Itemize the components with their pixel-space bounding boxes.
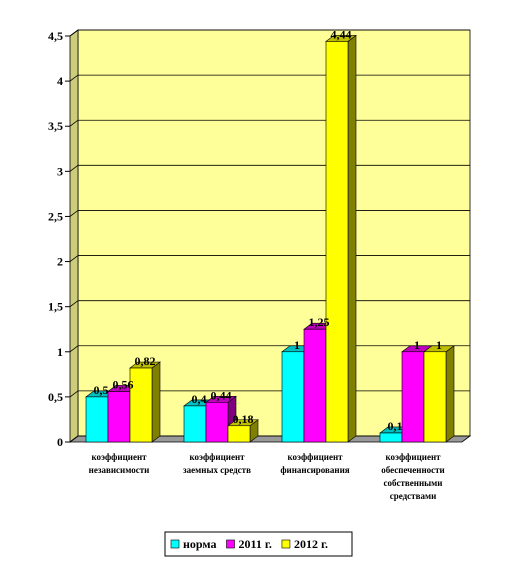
value-label: 4,44 <box>331 27 352 41</box>
legend-box <box>164 531 353 557</box>
bar <box>85 396 109 443</box>
value-label: 0,44 <box>211 388 232 402</box>
grid-line-side <box>69 210 79 217</box>
legend-swatch <box>226 539 235 549</box>
y-tick-label: 4 <box>57 74 63 88</box>
x-tick-label: коэффициент обеспеченности собственными сре… <box>381 452 444 501</box>
y-tick-label: 2 <box>57 255 63 269</box>
y-tick-label: 0 <box>57 435 63 449</box>
value-label: 0,82 <box>135 354 156 368</box>
value-label: 0,1 <box>388 419 403 433</box>
legend-label: 2011 г. <box>239 537 272 551</box>
bar <box>129 367 153 443</box>
value-label: 0,56 <box>113 377 134 391</box>
x-tick-line: независимости <box>89 465 150 475</box>
side-wall <box>69 29 79 443</box>
x-tick-line: средствами <box>390 491 437 501</box>
bar <box>205 402 229 443</box>
value-label: 0,18 <box>233 412 254 426</box>
x-tick-line: заемных средств <box>183 465 251 475</box>
x-tick-line: коэффициент <box>287 452 343 462</box>
legend-label: 2012 г. <box>294 537 328 551</box>
grid-line-side <box>69 345 79 353</box>
grid-line-side <box>69 74 79 82</box>
grid-line-side <box>69 390 79 398</box>
bar <box>325 41 349 443</box>
y-tick-label: 3,5 <box>48 119 63 133</box>
bar-side <box>151 361 161 443</box>
grid-line-side <box>69 300 79 307</box>
x-tick-line: финансирования <box>280 465 349 475</box>
grid-line-side <box>69 165 79 172</box>
y-tick-label: 3 <box>57 164 63 178</box>
x-tick-label: коэффициент финансирования <box>280 452 349 475</box>
bar <box>107 391 131 443</box>
x-tick-line: коэффициент <box>91 452 147 462</box>
y-tick-label: 0,5 <box>48 390 63 404</box>
legend-swatch <box>281 539 291 549</box>
value-label: 1 <box>294 338 300 352</box>
bar <box>401 351 425 443</box>
x-tick-line: собственными <box>384 478 443 488</box>
bar-side <box>347 34 357 443</box>
value-label: 0,5 <box>94 383 109 397</box>
grid-line-side <box>69 435 79 443</box>
bar-side <box>445 345 455 443</box>
bar <box>423 351 447 443</box>
x-tick-line: коэффициент <box>189 452 245 462</box>
x-tick-line: обеспеченности <box>381 465 444 475</box>
bar <box>303 328 327 443</box>
x-tick-label: коэффициент заемных средств <box>183 452 251 475</box>
bar <box>227 425 251 443</box>
bar <box>379 432 403 443</box>
value-label: 1 <box>436 338 442 352</box>
value-label: 0,4 <box>192 392 207 406</box>
value-label: 1,25 <box>309 315 330 329</box>
bar <box>183 405 207 443</box>
bar <box>281 351 305 443</box>
y-tick-label: 2,5 <box>48 209 63 223</box>
value-label: 1 <box>414 338 420 352</box>
legend-swatch <box>170 539 180 549</box>
grid-line-side <box>69 119 79 127</box>
legend-label: норма <box>183 537 217 551</box>
y-tick-label: 4,5 <box>48 29 63 43</box>
x-tick-label: коэффициент независимости <box>89 452 150 475</box>
x-tick-line: коэффициент <box>385 452 441 462</box>
grid-line-side <box>69 255 79 262</box>
y-tick-label: 1 <box>57 345 63 359</box>
grid-line-side <box>69 29 79 37</box>
y-tick-label: 1,5 <box>48 300 63 314</box>
